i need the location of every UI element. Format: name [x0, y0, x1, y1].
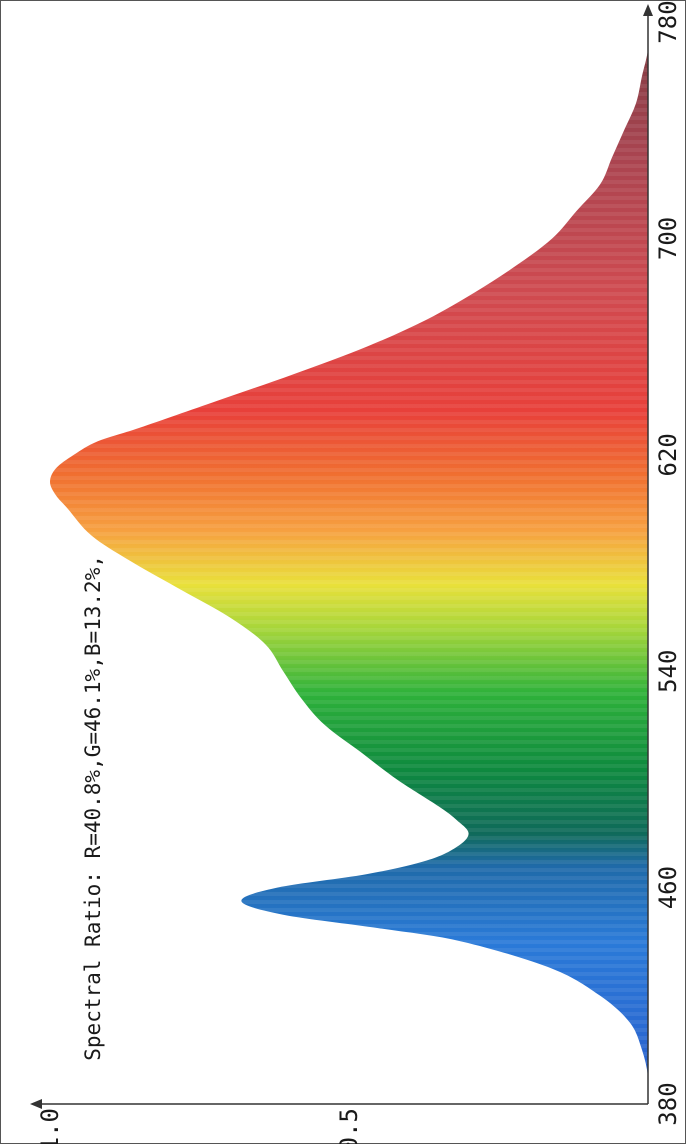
x-tick-label: 460 [654, 866, 682, 909]
x-tick-label: 620 [654, 433, 682, 476]
x-tick-label: 380 [654, 1082, 682, 1125]
x-tick-label: 540 [654, 650, 682, 693]
y-tick-label: 0.5 [335, 1108, 363, 1144]
spectral-ratio-annotation: Spectral Ratio: R=40.8%,G=46.1%,B=13.2%, [81, 555, 105, 1061]
x-tick-label: 780 [654, 0, 682, 43]
x-axis-arrow [643, 4, 653, 16]
y-axis-arrow [30, 1099, 42, 1109]
x-tick-label: 700 [654, 217, 682, 260]
y-tick-labels: 0.5 1.0 [36, 1108, 363, 1144]
spectrum-band-overlay [50, 22, 648, 1104]
x-tick-labels: 380 460 540 620 700 780 [654, 0, 682, 1125]
y-tick-label: 1.0 [36, 1108, 64, 1144]
